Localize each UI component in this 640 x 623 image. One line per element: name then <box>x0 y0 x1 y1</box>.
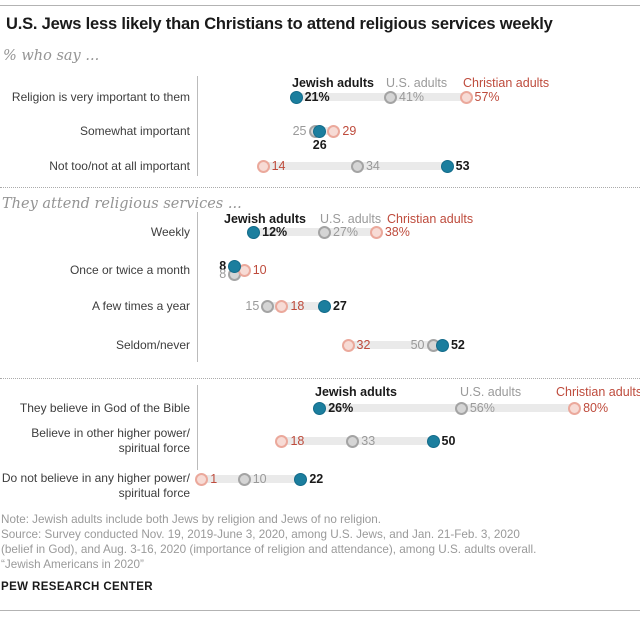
dot-christian <box>341 338 355 352</box>
row-label: Do not believe in any higher power/spiri… <box>1 471 190 500</box>
dot-jewish <box>426 434 440 448</box>
section-separator <box>0 187 640 188</box>
value-label: 8 <box>219 267 227 281</box>
dot-jewish <box>440 159 454 173</box>
legend-us: U.S. adults <box>460 385 522 399</box>
dot-track <box>296 93 467 101</box>
value-label: 29 <box>342 124 357 138</box>
value-label: 14 <box>271 159 286 173</box>
row-label: Weekly <box>150 224 190 239</box>
value-label: 32 <box>356 338 371 352</box>
dot-christian <box>275 299 289 313</box>
legend-christian: Christian adults <box>463 76 550 90</box>
axis-line <box>197 76 198 176</box>
section-separator <box>0 378 640 379</box>
value-label: 38% <box>384 225 410 239</box>
value-label: 41% <box>399 90 425 104</box>
value-label: 50 <box>410 338 425 352</box>
value-label: 8 <box>219 259 227 273</box>
legend-jewish: Jewish adults <box>315 385 397 399</box>
legend-christian: Christian adults <box>387 212 474 226</box>
value-label: 50 <box>441 434 456 448</box>
row-label: Once or twice a month <box>69 262 190 277</box>
dot-us <box>237 472 251 486</box>
value-label: 34 <box>365 159 380 173</box>
chart-subtitle: % who say ... <box>3 48 100 64</box>
row-label: They believe in God of the Bible <box>19 400 190 415</box>
dot-track <box>319 404 575 412</box>
bottom-rule <box>0 610 640 611</box>
value-label: 10 <box>252 472 267 486</box>
row-label: Religion is very important to them <box>11 89 190 104</box>
value-label: 26 <box>312 138 327 152</box>
value-label: 33 <box>361 434 376 448</box>
dot-jewish <box>317 299 331 313</box>
legend-jewish: Jewish adults <box>224 212 306 226</box>
value-label: 21% <box>304 90 330 104</box>
section-heading: They attend religious services ... <box>2 196 242 212</box>
chart-notes: Note: Jewish adults include both Jews by… <box>1 512 536 572</box>
pew-research-center-wordmark: PEW RESEARCH CENTER <box>1 581 154 593</box>
axis-line <box>197 212 198 362</box>
axis-line <box>197 385 198 470</box>
dot-jewish <box>313 124 327 138</box>
value-label: 1 <box>210 472 218 486</box>
value-label: 12% <box>262 225 288 239</box>
dot-jewish <box>228 259 242 273</box>
value-label: 52 <box>450 338 465 352</box>
value-label: 15 <box>245 299 260 313</box>
legend-us: U.S. adults <box>386 76 448 90</box>
dot-jewish <box>313 401 327 415</box>
chart-title: U.S. Jews less likely than Christians to… <box>6 15 553 33</box>
value-label: 22 <box>309 472 324 486</box>
dot-us <box>317 225 331 239</box>
dot-us <box>346 434 360 448</box>
value-label: 53 <box>455 159 470 173</box>
dot-christian <box>459 90 473 104</box>
row-label: A few times a year <box>91 298 190 313</box>
row-label: Not too/not at all important <box>49 158 190 173</box>
dot-jewish <box>247 225 261 239</box>
dot-jewish <box>294 472 308 486</box>
value-label: 10 <box>252 263 267 277</box>
dot-christian <box>568 401 582 415</box>
row-label: Believe in other higher power/spiritual … <box>31 426 190 455</box>
value-label: 27% <box>332 225 358 239</box>
dot-track <box>348 341 443 349</box>
dot-jewish <box>289 90 303 104</box>
dot-christian <box>369 225 383 239</box>
dot-jewish <box>435 338 449 352</box>
value-label: 18 <box>290 434 305 448</box>
dot-us <box>384 90 398 104</box>
dot-christian <box>256 159 270 173</box>
value-label: 57% <box>474 90 500 104</box>
note-line: (belief in God), and Aug. 3-16, 2020 (im… <box>1 543 537 556</box>
value-label: 26% <box>328 401 354 415</box>
legend-jewish: Jewish adults <box>292 76 374 90</box>
note-line: “Jewish Americans in 2020” <box>1 558 144 571</box>
note-line: Note: Jewish adults include both Jews by… <box>1 513 382 526</box>
legend-us: U.S. adults <box>320 212 382 226</box>
dot-us <box>261 299 275 313</box>
dot-track <box>201 475 301 483</box>
value-label: 25 <box>292 124 307 138</box>
value-label: 18 <box>290 299 305 313</box>
row-label: Somewhat important <box>79 123 190 138</box>
note-line: Source: Survey conducted Nov. 19, 2019-J… <box>1 528 520 541</box>
top-rule <box>0 5 640 6</box>
value-label: 80% <box>583 401 609 415</box>
dot-us <box>454 401 468 415</box>
value-label: 56% <box>469 401 495 415</box>
dot-christian <box>275 434 289 448</box>
dot-track <box>253 228 377 236</box>
dot-us <box>350 159 364 173</box>
dot-track <box>267 302 325 310</box>
dot-christian <box>195 472 209 486</box>
dot-christian <box>327 124 341 138</box>
row-label: Seldom/never <box>115 337 190 352</box>
value-label: 27 <box>332 299 347 313</box>
legend-christian: Christian adults <box>556 385 640 399</box>
